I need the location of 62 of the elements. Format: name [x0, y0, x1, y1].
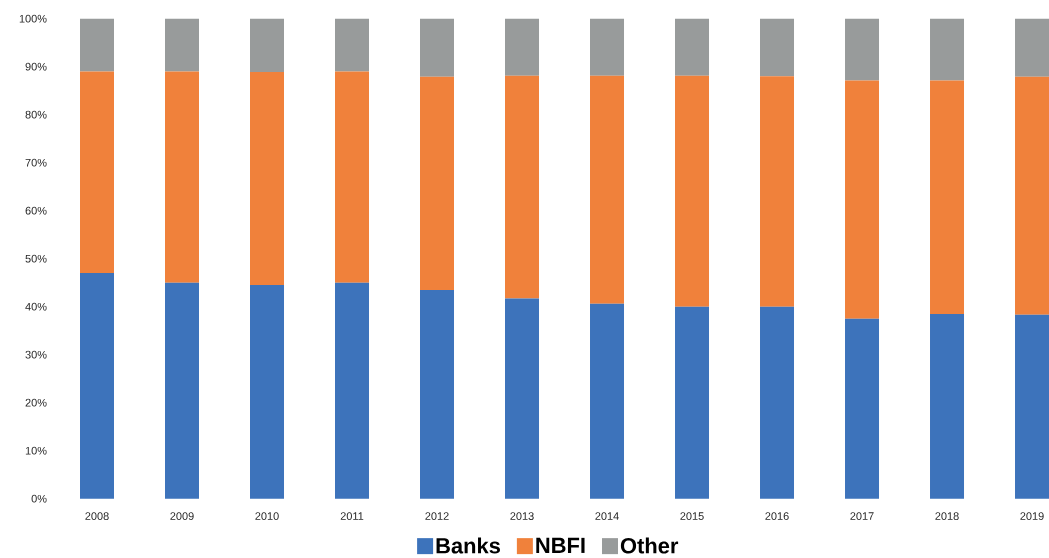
x-tick-label: 2011: [340, 512, 364, 520]
bar: [590, 303, 625, 499]
bar: [165, 71, 199, 283]
bar: [930, 313, 965, 499]
bar: [675, 75, 710, 307]
bar: [760, 18, 795, 77]
bar: [420, 18, 454, 77]
bar: [505, 18, 540, 76]
x-tick-label: 2018: [935, 512, 959, 520]
bar: [80, 71, 114, 274]
bar: [590, 75, 625, 304]
y-tick-label: 70%: [25, 158, 47, 167]
bar: [250, 18, 284, 72]
x-tick-label: 2009: [170, 512, 194, 520]
x-tick-label: 2012: [425, 512, 449, 520]
bar: [250, 285, 284, 499]
y-tick-label: 0%: [31, 494, 47, 503]
y-tick-label: 60%: [25, 206, 47, 215]
x-tick-label: 2016: [765, 512, 789, 520]
x-tick-label: 2010: [255, 512, 279, 520]
x-tick-label: 2017: [850, 512, 874, 520]
legend-label: Banks: [436, 537, 500, 554]
x-tick-label: 2015: [680, 512, 704, 520]
legend-label: NBFI: [536, 537, 585, 553]
y-tick-label: 30%: [25, 350, 47, 359]
x-tick-label: 2014: [595, 512, 619, 520]
bar: [590, 18, 625, 76]
y-tick-label: 80%: [25, 110, 47, 119]
bar: [165, 18, 199, 72]
bar: [335, 18, 369, 72]
x-tick-label: 2019: [1020, 512, 1044, 520]
bar: [760, 76, 795, 307]
x-tick-label: 2008: [85, 512, 109, 520]
bar: [760, 306, 795, 499]
bar: [845, 18, 880, 81]
bar: [845, 80, 880, 319]
bar: [930, 18, 965, 81]
y-tick-label: 50%: [25, 254, 47, 263]
y-tick-label: 20%: [25, 398, 47, 407]
y-tick-label: 100%: [19, 14, 47, 23]
bar: [165, 282, 199, 499]
bar: [675, 306, 710, 499]
bar: [80, 273, 114, 499]
bar: [1015, 18, 1049, 77]
x-tick-label: 2013: [510, 512, 534, 520]
bar: [1015, 76, 1049, 315]
legend-label: Other: [620, 537, 679, 554]
bar: [930, 80, 965, 314]
bar: [420, 289, 454, 499]
bar: [505, 298, 540, 499]
bar: [250, 71, 284, 286]
bar: [335, 71, 369, 283]
bar: [675, 18, 710, 76]
bar: [420, 76, 454, 290]
y-tick-label: 10%: [25, 446, 47, 455]
y-tick-label: 40%: [25, 302, 47, 311]
y-tick-label: 90%: [25, 62, 47, 71]
bar: [335, 282, 369, 499]
bar: [845, 318, 880, 499]
bar: [505, 75, 540, 299]
bar: [80, 18, 114, 72]
bar: [1015, 314, 1049, 499]
